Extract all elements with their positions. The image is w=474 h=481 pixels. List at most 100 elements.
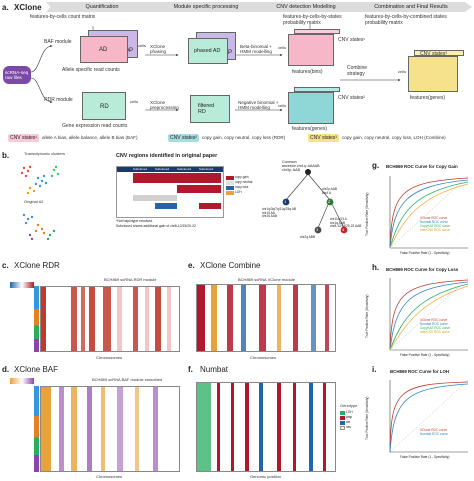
roc-h-legend: XClone ROC curve Numbat ROC curve CopyKA… [420,318,450,334]
roc-gain-plot [389,175,469,249]
stage-module-processing: Module specific processing [150,2,262,12]
tree-root-label: Common ancestor chr1q: AAAAB chr3p: AAB [282,160,320,173]
tree-n3-label: chr2q ABB [300,235,316,239]
rdr-module-label: RDR module [44,97,73,103]
panel-g-ylabel: True Positive Rate (Sensitivity) [365,192,369,236]
matrix-combined-label: features-by-cells-by-combined states pro… [365,14,447,26]
panel-i-xlabel: False Positive Rate (1 - Specificity) [400,455,450,459]
xclone-phasing-label: XClone phasing [150,44,167,55]
tree-n1-label: chr1q/3q/7q/11q/25q AB chr10 AA chr16 AA… [262,207,296,219]
stage-cnv-detection: CNV detection Modelling [254,2,358,12]
legend-cnv2-text: copy gain, copy neutral, copy loss (RDR) [202,135,286,140]
xclone-title: XClone [14,3,42,12]
cells-label-2: cells [130,99,139,104]
numbat-legend-neu-swatch [340,426,345,430]
roc-i-legend: XClone ROC curve Numbat ROC curve [420,428,448,436]
tree-node-3 [314,226,322,234]
table-sub4: Subclone4 [199,167,214,171]
roc-g-numbat [389,179,469,249]
cells-label-4: cells [278,103,287,108]
neg-binomial-label: Negative binomial + HMM modelling [238,100,279,111]
numbat-legend-title: Genotype [340,403,358,408]
panel-letter-f: f. [188,365,193,374]
umap-original [22,213,56,241]
numbat-legend-del: del [346,420,351,424]
xclone-preproc-label: XClone preprocessing [150,100,179,111]
input-files-label: scRNA-seq raw files [5,70,29,81]
panel-letter-d: d. [2,365,10,374]
panel-d-heat-title: BCH869 scRNA BAF module smoothed [92,377,163,382]
lineage-tree [282,169,348,234]
tree-n1: 1 [284,199,287,204]
cnv-states2-label: CNV states² [338,95,365,101]
phased-ad-box: phased AD [188,38,228,64]
roc-loss-plot [389,277,469,351]
panel-h-title: BCH869 ROC Curve for Copy Loss [386,267,459,272]
beta-binomial-label: Beta-binomial + HMM modelling [240,44,273,55]
numbat-legend-del-swatch [340,421,345,425]
input-files-box: scRNA-seq raw files [3,66,31,84]
gene-counts-label: Gene expression read counts [62,123,128,129]
table-sub2: Subclone2 [155,167,170,171]
panel-letter-g: g. [372,161,380,170]
rd-box: RD [82,92,126,120]
cnv-states3-top [414,50,464,56]
panel-e-xlabel: Chromosomes [250,355,277,360]
panel-e-heat-title: BCH869 scRNA XClone module [238,277,295,282]
cnv-states3-cube [408,56,458,92]
cnv-states1-cube [288,34,334,66]
legend-cnv1-text: allele A bias, allele balance, allele B … [42,135,138,140]
cnv-states1-top [294,29,340,34]
table-gain-block-3 [199,203,221,209]
panel-letter-e: e. [188,261,195,270]
umap2-title: Original #2 [24,199,44,204]
panel-letter-c: c. [2,261,9,270]
umap-clusters [20,165,60,195]
panel-h-xlabel: False Positive Rate (1 - Specificity) [400,353,450,357]
tree-n3: 3 [316,227,319,232]
combine-strategy-label: Combine strategy [347,65,368,77]
roc-loh-plot [389,379,469,453]
numbat-legend-loh-swatch [340,411,345,415]
stage-combination: Combination and Final Results [350,2,472,12]
roc-h-infercnv [389,285,469,351]
rdr-band [41,287,46,351]
features-genes-final-label: features(genes) [410,95,446,101]
numbat-legend-amp-swatch [340,416,345,420]
panel-d-xlabel: Chromosomes [96,474,123,479]
table-footnote2: Subclone4 shows additional gain of chr8-… [116,224,196,228]
tree-n2: 2 [328,199,331,204]
cnv-states2-top [294,87,340,92]
tree-node-2 [326,198,334,206]
panel-letter-b: b. [2,151,10,160]
combine-band [197,285,205,351]
cnv-states1-label: CNV states¹ [338,37,365,43]
table-loss-block [155,203,177,209]
table-legend-neutral-swatch [226,181,234,185]
panel-d-title: XClone BAF [14,365,59,374]
panel-i-title: BCH869 ROC Curve for LOH [390,369,450,374]
roc-i-xclone [389,381,469,453]
table-legend-loh-swatch [226,191,234,195]
tree-n4-label: chr11q/13 A chr1q AAB chr8-12/15/20-22 A… [330,217,362,229]
table-gain-block-1 [133,173,221,183]
numbat-legend-amp: amp [346,415,353,419]
baf-heatmap [40,386,180,472]
baf-module-label: BAF module [44,39,72,45]
filtered-rd-box: filtered RD [190,95,230,123]
rdr-colorbar [10,282,34,288]
numbat-legend-loh: LOH [346,410,353,414]
cnv-region-table: Subclone1 Subclone2 Subclone3 Subclone4 [116,166,224,218]
tree-n4: 4 [342,227,345,232]
allele-counts-label: Allele specific read counts [62,67,120,73]
roc-h-xclone [389,279,469,351]
panel-letter-i: i. [372,365,377,374]
tree-n2-label: chr2p AAB chr4 A [322,187,338,195]
roc-g-copykat [389,181,469,249]
table-legend-loss-swatch [226,186,234,190]
numbat-band [197,383,211,471]
panel-c-title: XClone RDR [14,261,60,270]
ad-box: AD [80,36,128,63]
panel-c-heat-title: BCH869 scRNA RDR module [104,277,157,282]
table-legend-gain: copy gain [235,175,249,179]
